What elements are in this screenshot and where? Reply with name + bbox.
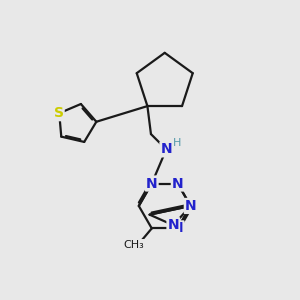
Text: S: S [54, 106, 64, 120]
Text: H: H [173, 139, 181, 148]
Text: N: N [185, 199, 197, 213]
Text: N: N [160, 142, 172, 156]
Text: N: N [172, 221, 184, 236]
Text: N: N [172, 176, 184, 190]
Text: N: N [146, 176, 158, 190]
Text: N: N [167, 218, 179, 232]
Text: CH₃: CH₃ [124, 240, 145, 250]
